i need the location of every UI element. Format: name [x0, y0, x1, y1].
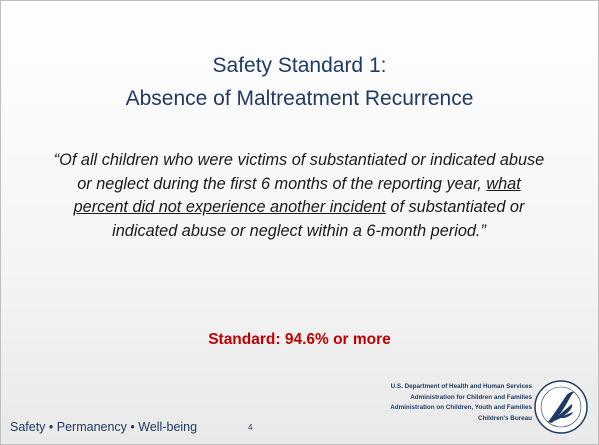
agency-block: U.S. Department of Health and Human Serv… [390, 382, 532, 424]
quote: “Of all children who were victims of sub… [49, 149, 549, 243]
slide-title: Safety Standard 1: Absence of Maltreatme… [1, 49, 598, 115]
title-line: Safety Standard 1: [212, 54, 387, 77]
quote-text: “Of all children who were victims of sub… [53, 151, 545, 193]
quote-underlined: what percent did not experience another … [73, 174, 521, 217]
quote-text: of substantiated or indicated abuse or n… [112, 198, 525, 240]
agency-line: U.S. Department of Health and Human Serv… [390, 383, 532, 390]
footer-tagline: Safety • Permanency • Well-being [10, 420, 198, 434]
title-line: Absence of Maltreatment Recurrence [125, 87, 474, 110]
standard: Standard: 94.6% or more [208, 331, 391, 348]
hhs-logo [534, 380, 588, 434]
agency-line: Administration on Children, Youth and Fa… [390, 404, 532, 411]
agency-line: Administration for Children and Families [410, 393, 532, 401]
agency-line: Children's Bureau [478, 414, 532, 422]
page-number: 4 [248, 423, 253, 432]
